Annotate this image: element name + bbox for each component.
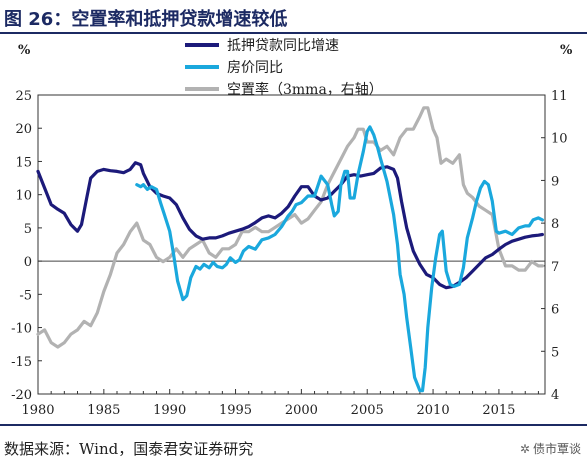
plot-border [37,94,546,395]
left-tick-label: 20 [15,122,32,137]
series-lines [36,106,544,393]
series-line-1 [135,125,544,393]
left-axis-unit: % [18,43,31,58]
left-tick-label: -5 [19,288,32,303]
x-axis: 1980 1985 1990 1995 2000 2005 2010 2015 [21,389,539,418]
right-tick-label: 10 [551,132,568,147]
left-tick-label: -15 [11,355,32,370]
x-tick-label: 2015 [482,403,515,418]
series-line-2 [36,106,544,349]
left-tick-label: 10 [15,189,32,204]
right-tick-label: 4 [551,388,559,403]
x-tick-label: 1985 [87,403,120,418]
left-axis: 25 20 15 10 5 0 -5 -10 -15 -20 [11,89,42,403]
figure-title: 图 26：空置率和抵押贷款增速较低 [4,9,288,30]
x-tick-label: 1980 [21,403,54,418]
right-tick-label: 6 [551,303,559,318]
source-note: 数据来源：Wind，国泰君安证券研究 [4,440,254,458]
x-tick-label: 2000 [285,403,318,418]
x-tick-label: 1995 [219,403,252,418]
right-axis: 11 10 9 8 7 6 5 4 [541,89,568,403]
left-tick-label: 15 [15,155,32,170]
source-bar: 数据来源：Wind，国泰君安证券研究 ✲ 债市覃谈 [0,424,587,470]
right-axis-unit: % [560,43,573,58]
x-tick-label: 1990 [153,403,186,418]
legend-label: 房价同比 [227,60,283,76]
left-tick-label: 5 [24,222,32,237]
right-tick-label: 9 [551,174,559,189]
wechat-icon: ✲ [519,442,530,456]
watermark: ✲ 债市覃谈 [520,440,581,457]
x-tick-label: 2010 [417,403,450,418]
left-tick-label: -20 [11,388,32,403]
left-tick-label: 0 [24,255,32,270]
figure-title-bar: 图 26：空置率和抵押贷款增速较低 [0,0,587,34]
right-tick-label: 5 [551,345,559,360]
right-tick-label: 8 [551,217,559,232]
legend-label: 抵押贷款同比增速 [227,38,339,54]
plot-frame [37,94,546,395]
right-tick-label: 11 [551,89,568,104]
watermark-text: 债市覃谈 [532,442,581,456]
left-tick-label: 25 [15,89,32,104]
x-tick-label: 2005 [351,403,384,418]
right-tick-label: 7 [551,260,559,275]
left-tick-label: -10 [11,322,32,337]
legend-label: 空置率（3mma，右轴） [227,81,383,98]
